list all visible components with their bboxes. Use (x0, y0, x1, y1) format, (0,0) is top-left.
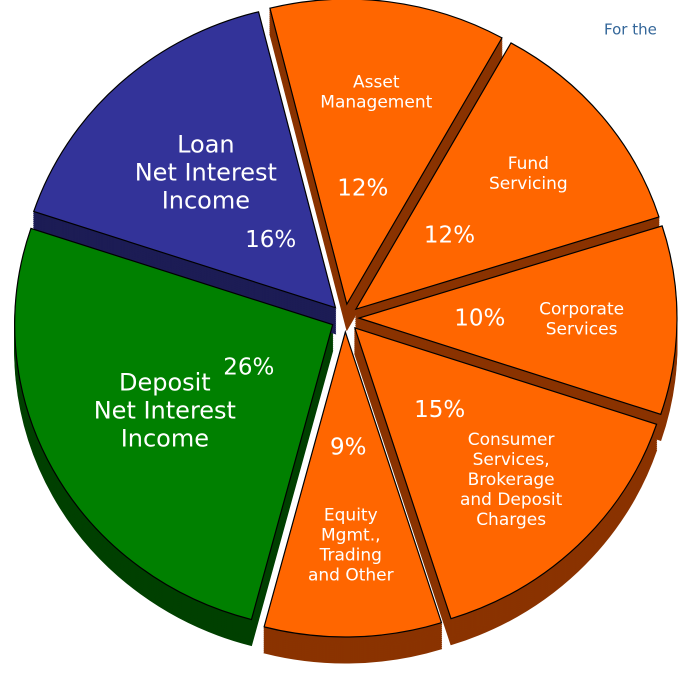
slice-label: Income (162, 186, 250, 214)
slice-label: Deposit (119, 369, 211, 397)
slice (353, 327, 658, 620)
slice-label: Corporate (539, 300, 624, 320)
slice (263, 329, 443, 638)
slice (354, 42, 660, 311)
value-label: 15% (414, 397, 465, 423)
slice-label: Consumer (468, 430, 555, 450)
slice-label: and Other (308, 565, 394, 585)
slice-label: Trading (319, 545, 382, 565)
slice-label: Brokerage (468, 470, 555, 490)
slice (32, 11, 337, 309)
slice-label: and Deposit (460, 490, 563, 510)
slice-label: Fund (508, 154, 549, 174)
slice-label: Management (320, 92, 432, 112)
value-label: 12% (337, 176, 388, 202)
slice-label: Services, (473, 450, 550, 470)
slice (356, 225, 678, 416)
slice-label: Loan (177, 130, 235, 158)
slice-label: Equity (324, 505, 378, 525)
slice-label: Net Interest (135, 158, 277, 186)
value-label: 9% (330, 434, 367, 460)
slice-label: Income (121, 425, 209, 453)
slice (269, 0, 503, 306)
value-label: 26% (223, 355, 274, 381)
slice (14, 227, 334, 621)
value-label: 16% (245, 227, 296, 253)
slice-label: Asset (353, 72, 400, 92)
slice-label: Services (546, 320, 618, 340)
slice-label: Servicing (489, 174, 568, 194)
value-label: 10% (454, 305, 505, 331)
value-label: 12% (424, 222, 475, 248)
slice-label: Mgmt., (321, 525, 381, 545)
slice-label: Net Interest (94, 397, 236, 425)
chart-subtitle: For the (604, 21, 657, 39)
slice-label: Charges (476, 510, 546, 530)
